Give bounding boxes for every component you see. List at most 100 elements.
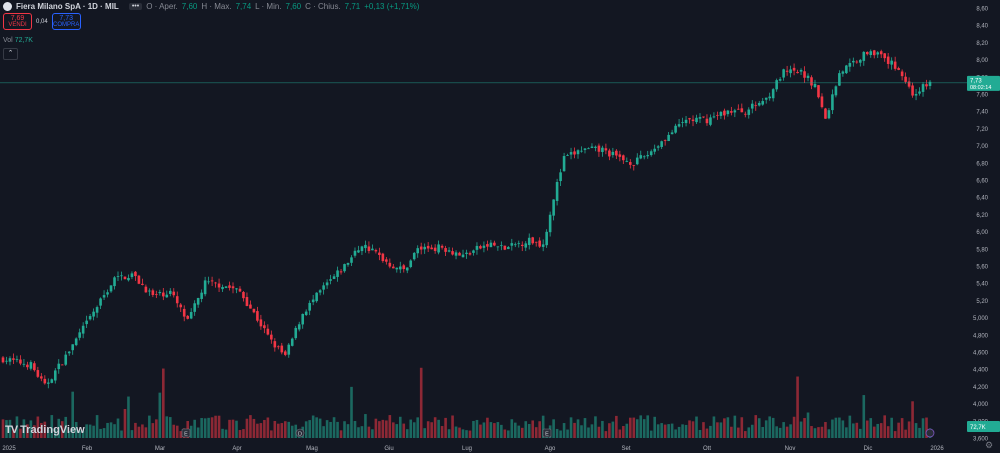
candle-body (224, 286, 228, 288)
candle-body (667, 134, 670, 142)
volume-bar (433, 417, 437, 438)
candle-body (660, 141, 663, 147)
candle-body (325, 282, 329, 286)
candle-body (486, 244, 489, 247)
volume-bar (782, 422, 785, 438)
volume-bar (116, 418, 120, 438)
volume-bar (353, 420, 357, 438)
volume-bar (625, 423, 629, 438)
candle-body (155, 294, 158, 296)
sell-label: VENDI (8, 22, 27, 28)
candle-body (388, 262, 392, 267)
candle-body (928, 81, 932, 86)
volume-bar (367, 426, 371, 438)
candle-body (709, 117, 712, 125)
candle-body (834, 86, 838, 96)
volume-bar (583, 418, 587, 438)
volume-bar (541, 415, 545, 438)
volume-bar (768, 416, 771, 438)
volume-bar (555, 428, 559, 438)
volume-bar (50, 415, 54, 438)
volume-bar (845, 427, 848, 438)
candle-body (74, 338, 78, 346)
candle-body (475, 245, 479, 250)
candle-body (141, 283, 144, 285)
candle-body (78, 332, 81, 338)
candle-body (137, 275, 141, 284)
volume-bar (1, 419, 5, 438)
volume-bar (761, 426, 765, 438)
gear-icon[interactable]: ⚙ (985, 440, 994, 450)
volume-bar (817, 427, 820, 438)
candle-body (580, 150, 583, 152)
volume-bar (378, 421, 381, 438)
x-tick-label: Mag (306, 446, 318, 452)
y-tick-label: 5,60 (976, 265, 988, 271)
candle-body (465, 252, 468, 254)
symbol-title[interactable]: Fiera Milano SpA · 1D · MIL (16, 2, 119, 11)
volume-bar (423, 428, 426, 438)
chevron-up-icon[interactable]: ⌃ (3, 48, 18, 60)
candle-body (95, 307, 99, 313)
candle-body (116, 276, 120, 277)
volume-bar (228, 419, 231, 438)
volume-tag-value: 72,7K (970, 425, 986, 431)
volume-bar (872, 426, 876, 438)
candle-body (820, 96, 824, 108)
candle-body (175, 296, 179, 304)
volume-bar (848, 415, 852, 438)
volume-bar (789, 424, 792, 438)
volume-bar (681, 424, 684, 438)
volume-bar (914, 423, 918, 438)
candle-body (53, 370, 57, 381)
volume-bar (796, 376, 799, 438)
y-tick-label: 4,600 (973, 351, 989, 357)
volume-bar (479, 424, 482, 438)
buy-price: 7,73 (59, 15, 73, 22)
candle-body (60, 364, 64, 366)
spread-value: 0,04 (36, 18, 48, 25)
volume-bar (531, 420, 535, 438)
candle-body (277, 346, 280, 348)
y-tick-label: 5,80 (976, 247, 988, 253)
volume-bar (834, 417, 838, 438)
volume-bar (78, 430, 81, 438)
volume-bar (632, 417, 636, 438)
volume-bar (304, 421, 308, 438)
volume-bar (85, 424, 88, 438)
candle-body (608, 150, 611, 157)
candle-body (123, 276, 127, 280)
candle-body (576, 150, 580, 155)
candle-body (841, 71, 845, 74)
candle-body (315, 292, 318, 302)
volume-bar (719, 422, 723, 438)
candle-body (921, 84, 925, 92)
volume-bar (674, 429, 677, 438)
volume-bar (332, 417, 336, 438)
buy-button[interactable]: 7,73 COMPRA (51, 13, 81, 30)
candle-body (392, 266, 395, 269)
candle-body (534, 241, 538, 243)
candle-body (611, 151, 615, 156)
event-marker (542, 428, 552, 438)
volume-bar (402, 423, 406, 438)
more-button[interactable]: ••• (128, 3, 143, 10)
volume-bar (663, 424, 667, 438)
x-tick-label: Lug (462, 446, 472, 452)
volume-bar (343, 421, 346, 438)
volume-bar (346, 424, 350, 438)
volume-bar (325, 420, 329, 438)
volume-bar (684, 424, 688, 438)
candle-body (200, 292, 203, 299)
volume-bar (562, 423, 566, 438)
candle-body (454, 252, 458, 256)
volume-bar (608, 423, 611, 438)
volume-bar (74, 422, 78, 438)
candle-body (479, 246, 482, 249)
candle-body (670, 132, 674, 135)
sell-button[interactable]: 7,69 VENDI (3, 13, 32, 30)
volume-bar (628, 417, 632, 438)
tradingview-logo: TV TradingView (5, 424, 85, 436)
volume-bar (92, 425, 95, 438)
